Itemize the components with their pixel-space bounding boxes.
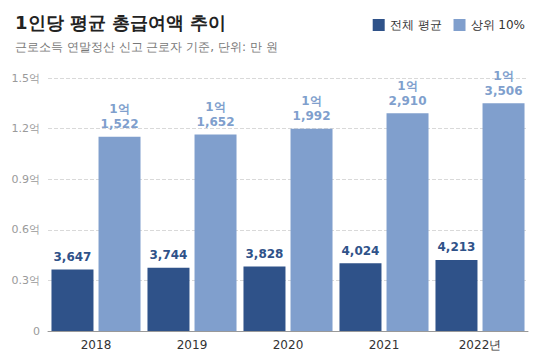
svg-text:1,522: 1,522: [101, 117, 139, 131]
svg-text:1억: 1억: [109, 102, 129, 116]
svg-text:3,744: 3,744: [149, 248, 187, 262]
svg-text:상위 10%: 상위 10%: [471, 18, 525, 32]
svg-text:2022년: 2022년: [459, 338, 502, 352]
svg-text:2020: 2020: [273, 338, 304, 352]
svg-text:4,024: 4,024: [341, 244, 379, 258]
svg-text:3,506: 3,506: [485, 84, 523, 98]
svg-text:3,647: 3,647: [53, 250, 91, 264]
svg-text:2018: 2018: [81, 338, 112, 352]
svg-text:1,992: 1,992: [293, 109, 331, 123]
svg-text:1,652: 1,652: [197, 115, 235, 129]
svg-text:2,910: 2,910: [389, 94, 427, 108]
svg-text:1억: 1억: [493, 69, 513, 83]
svg-text:1.2억: 1.2억: [12, 122, 41, 135]
svg-text:3,828: 3,828: [245, 247, 283, 261]
svg-text:1.5억: 1.5억: [12, 72, 41, 85]
svg-text:0.6억: 0.6억: [12, 223, 41, 236]
svg-text:전체 평균: 전체 평균: [390, 18, 442, 32]
svg-text:0: 0: [33, 325, 40, 338]
svg-text:근로소득 연말정산 신고 근로자 기준, 단위: 만 원: 근로소득 연말정산 신고 근로자 기준, 단위: 만 원: [15, 40, 278, 54]
svg-text:0.9억: 0.9억: [12, 173, 41, 186]
svg-text:1인당 평균 총급여액 추이: 1인당 평균 총급여액 추이: [15, 12, 226, 33]
svg-text:4,213: 4,213: [437, 240, 475, 254]
svg-text:0.3억: 0.3억: [12, 274, 41, 287]
svg-text:2019: 2019: [177, 338, 208, 352]
svg-text:2021: 2021: [369, 338, 400, 352]
svg-text:1억: 1억: [397, 79, 417, 93]
svg-text:1억: 1억: [301, 94, 321, 108]
svg-text:1억: 1억: [205, 100, 225, 114]
